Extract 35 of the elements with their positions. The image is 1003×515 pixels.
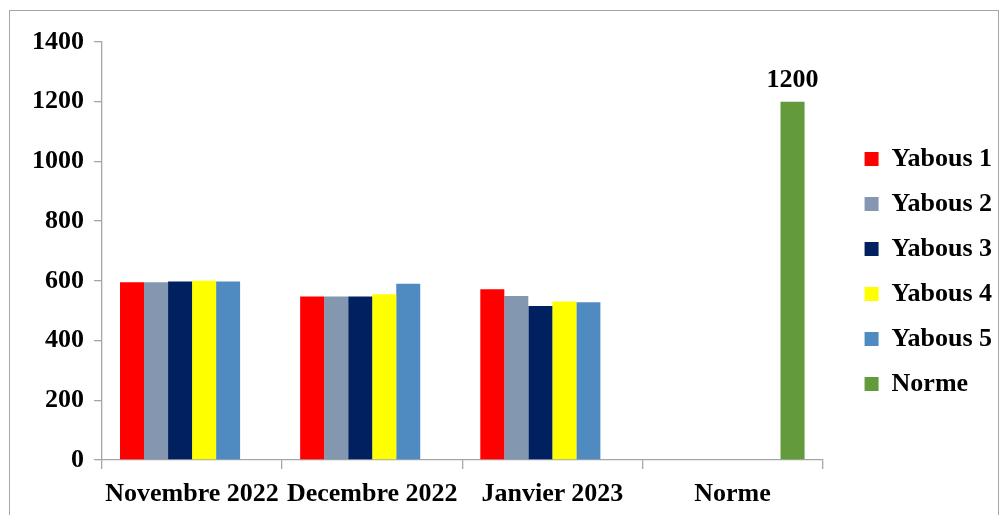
bar <box>576 302 601 460</box>
legend-label: Yabous 4 <box>891 277 992 307</box>
bar <box>324 296 349 460</box>
bar <box>372 294 397 460</box>
bar <box>120 282 145 460</box>
bar <box>168 281 193 460</box>
bar <box>480 289 505 460</box>
y-tick-label: 200 <box>45 384 84 413</box>
bar <box>504 296 529 460</box>
legend-label: Yabous 1 <box>891 142 992 172</box>
legend-label: Yabous 2 <box>891 187 992 217</box>
x-tick-label: Norme <box>694 477 771 507</box>
bar <box>348 296 373 460</box>
bar <box>528 305 553 460</box>
y-tick-label: 1000 <box>32 145 84 175</box>
bar <box>396 283 421 460</box>
x-tick-label: Decembre 2022 <box>286 477 458 507</box>
bar <box>552 301 577 460</box>
legend-label: Norme <box>891 367 969 397</box>
y-tick-label: 1400 <box>32 25 84 55</box>
bar <box>192 280 217 460</box>
y-tick-label: 1200 <box>32 85 84 115</box>
bar <box>300 296 325 460</box>
bar <box>144 282 169 460</box>
legend-label: Yabous 3 <box>891 232 992 262</box>
y-tick-label: 400 <box>45 324 84 354</box>
x-tick-label: Janvier 2023 <box>481 477 624 507</box>
y-tick-label: 600 <box>45 264 84 294</box>
data-label: 1200 <box>766 64 819 94</box>
bar <box>216 281 241 460</box>
bar <box>780 101 805 460</box>
y-tick-label: 0 <box>71 443 84 473</box>
y-tick-label: 800 <box>45 204 84 234</box>
legend-label: Yabous 5 <box>891 322 992 352</box>
x-tick-label: Novembre 2022 <box>105 477 279 507</box>
